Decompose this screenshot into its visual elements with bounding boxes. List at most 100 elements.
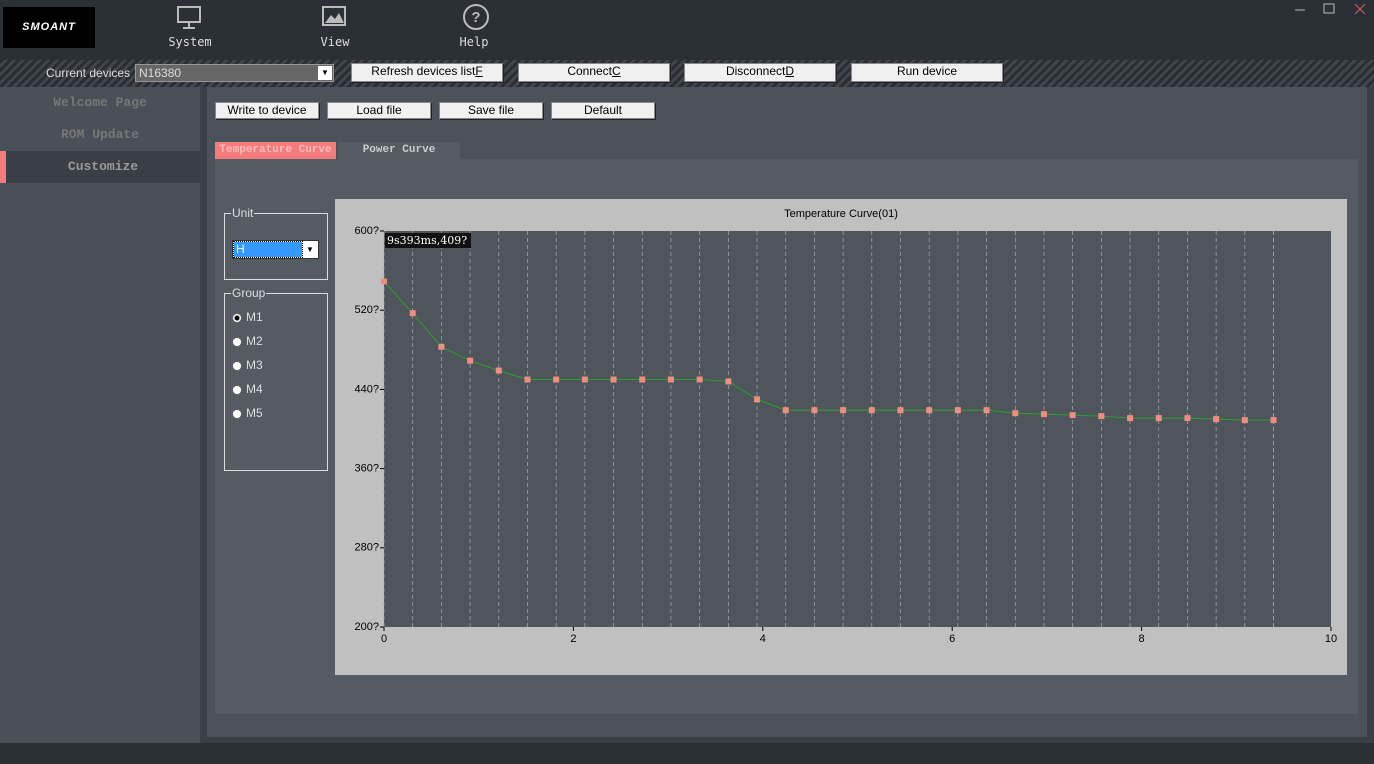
view-icon[interactable] — [320, 5, 350, 31]
unit-label: Unit — [231, 206, 255, 220]
logo: SMOANT — [3, 7, 95, 48]
point — [840, 407, 847, 414]
group-label: Group — [231, 286, 267, 300]
plot-area — [384, 231, 1331, 627]
maximize[interactable] — [1316, 0, 1344, 18]
point — [610, 376, 617, 383]
system-icon[interactable] — [175, 5, 205, 31]
radio-option[interactable]: M3 — [232, 358, 263, 372]
point — [1069, 412, 1076, 419]
point — [954, 407, 961, 414]
point — [409, 310, 416, 317]
radio-option[interactable]: M4 — [232, 382, 263, 396]
action-button[interactable]: Load file — [327, 102, 431, 119]
unit-value: H — [233, 241, 303, 258]
sidebar-item[interactable]: Welcome Page — [53, 95, 147, 110]
action-button[interactable]: Write to device — [215, 102, 319, 119]
point — [1213, 416, 1220, 423]
action-button[interactable]: Save file — [439, 102, 543, 119]
hotkey: C — [612, 64, 621, 78]
connect-button[interactable]: ConnectC — [518, 63, 670, 82]
chart-title: Temperature Curve(01) — [784, 208, 898, 220]
point — [1241, 417, 1248, 424]
unit-group: Unit — [224, 206, 328, 280]
radio-option[interactable]: M5 — [232, 406, 263, 420]
x-tick-label: 10 — [1325, 633, 1337, 645]
close[interactable] — [1346, 0, 1374, 18]
action-button[interactable]: Default — [551, 102, 655, 119]
sidebar-item[interactable]: ROM Update — [60, 127, 139, 142]
point — [868, 407, 875, 414]
unit-select[interactable]: H ▼ — [232, 240, 319, 259]
refresh-button[interactable]: Refresh devices listF — [351, 63, 503, 82]
hotkey: D — [785, 64, 795, 78]
device-label: Current devices — [46, 66, 131, 80]
x-tick-label: 6 — [949, 633, 955, 645]
x-tick-label: 0 — [381, 633, 387, 645]
x-tick-label: 2 — [570, 633, 576, 645]
disconnect-button[interactable]: DisconnectD — [684, 63, 836, 82]
point — [782, 407, 789, 414]
radio-label: M3 — [246, 358, 263, 372]
curve — [383, 281, 1274, 421]
device-select[interactable]: N16380 ▼ — [135, 64, 334, 82]
point — [1127, 415, 1134, 422]
minimize[interactable] — [1286, 0, 1314, 18]
point — [467, 357, 474, 364]
label: Refresh devices list — [371, 64, 476, 78]
point — [1155, 415, 1162, 422]
status-bar — [0, 743, 1374, 764]
y-tick-label: 200? — [355, 621, 379, 633]
radio-label: M5 — [246, 406, 263, 420]
x-tick-label: 4 — [760, 633, 766, 645]
nav-view[interactable]: View — [320, 35, 350, 49]
y-tick-label: 360? — [355, 463, 379, 475]
group-box: Group — [224, 286, 328, 471]
point — [581, 376, 588, 383]
point — [811, 407, 818, 414]
label: Connect — [567, 64, 613, 78]
point — [1040, 411, 1047, 418]
point — [983, 407, 990, 414]
point — [725, 378, 732, 385]
radio-label: M4 — [246, 382, 263, 396]
point — [524, 376, 531, 383]
point — [926, 407, 933, 414]
cursor-label: 9s393ms,409? — [387, 234, 467, 247]
radio-label: M1 — [246, 310, 263, 324]
nav-system[interactable]: System — [168, 35, 212, 49]
y-tick-label: 520? — [355, 304, 379, 316]
point — [553, 376, 560, 383]
y-tick-label: 600? — [355, 225, 379, 237]
y-tick-label: 280? — [355, 542, 379, 554]
x-tick-label: 8 — [1139, 633, 1145, 645]
point — [639, 376, 646, 383]
hotkey: F — [475, 64, 483, 78]
tab[interactable]: Power Curve — [338, 142, 460, 159]
nav-help[interactable]: Help — [459, 35, 489, 49]
point — [667, 376, 674, 383]
label: Disconnect — [725, 64, 786, 78]
tab-active[interactable]: Temperature Curve — [215, 142, 336, 159]
help-icon[interactable]: ? — [461, 3, 491, 31]
point — [1012, 410, 1019, 417]
point — [696, 376, 703, 383]
svg-text:?: ? — [471, 9, 480, 26]
device-value: N16380 — [139, 66, 182, 80]
point — [438, 343, 445, 350]
point — [1184, 415, 1191, 422]
window-controls — [1286, 0, 1374, 18]
point — [381, 278, 387, 285]
point — [1098, 413, 1105, 420]
point — [754, 396, 761, 403]
point — [495, 367, 502, 374]
radio-option[interactable]: M1 — [232, 310, 263, 324]
run-button[interactable]: Run device — [851, 63, 1003, 82]
radio-label: M2 — [246, 334, 263, 348]
y-tick-label: 440? — [355, 383, 379, 395]
chart: Temperature Curve(01) 200? 280? 360? 440? 52… — [335, 199, 1347, 675]
sidebar-item-selected[interactable]: Customize — [0, 151, 200, 183]
cursor-label-bg — [385, 233, 471, 248]
radio-option[interactable]: M2 — [232, 334, 263, 348]
